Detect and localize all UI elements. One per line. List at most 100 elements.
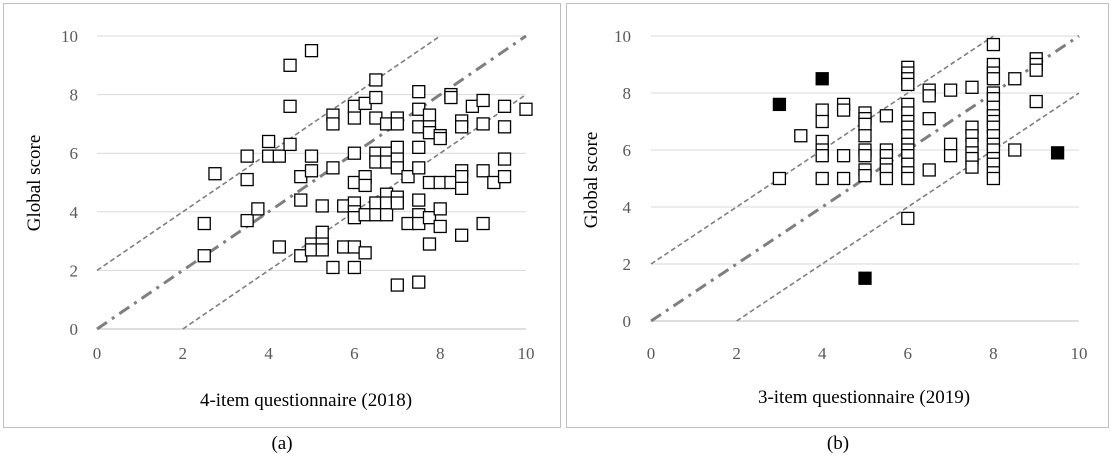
data-point [943, 149, 958, 163]
data-point [390, 117, 404, 131]
data-point [454, 228, 469, 242]
y-tick-label: 0 [70, 320, 79, 339]
x-tick-label: 8 [989, 344, 998, 363]
data-point [197, 249, 211, 263]
data-point [315, 243, 329, 257]
data-point [261, 134, 276, 149]
y-axis-title: Global score [24, 135, 45, 232]
data-point [444, 90, 458, 105]
data-point [433, 131, 447, 146]
data-point [390, 140, 404, 154]
data-point [1029, 94, 1043, 109]
data-point [315, 199, 329, 213]
data-point [294, 193, 308, 207]
y-tick-label: 4 [70, 203, 79, 222]
data-point [304, 164, 319, 178]
y-tick-label: 8 [623, 84, 632, 103]
data-point [454, 120, 469, 134]
data-point [476, 164, 490, 178]
data-point [986, 37, 1001, 52]
limit-line [650, 35, 994, 265]
data-point [433, 202, 447, 216]
limit-line [96, 35, 441, 272]
data-point [836, 149, 851, 163]
data-point [476, 216, 490, 231]
x-axis-title: 3-item questionnaire (2019) [758, 387, 970, 408]
data-point [412, 275, 426, 289]
data-point [240, 149, 254, 163]
data-point-filled [858, 271, 872, 285]
y-tick-label: 2 [623, 255, 632, 274]
data-point [304, 149, 319, 163]
data-point [836, 103, 851, 117]
data-point [965, 160, 979, 174]
x-tick-label: 10 [518, 344, 535, 363]
data-point [272, 149, 286, 163]
y-axis-title: Global score [581, 132, 602, 229]
y-tick-label: 6 [623, 141, 632, 160]
data-point [497, 169, 512, 184]
data-point [986, 171, 1001, 186]
data-point [422, 108, 437, 122]
data-point [836, 171, 851, 186]
data-point [390, 196, 404, 210]
data-point [1029, 63, 1043, 77]
data-point [422, 237, 437, 251]
data-point [347, 260, 362, 275]
data-point [497, 120, 512, 134]
data-point [326, 161, 340, 175]
data-point [1008, 72, 1022, 86]
data-point [772, 171, 787, 186]
data-point [240, 213, 254, 228]
limit-line [736, 92, 1080, 322]
data-point [347, 146, 362, 160]
data-point [454, 181, 469, 196]
data-point [815, 114, 829, 129]
y-tick-label: 10 [614, 27, 631, 46]
data-point [497, 99, 512, 113]
data-point [815, 171, 829, 186]
data-point [965, 80, 979, 94]
panel-caption: (b) [827, 433, 849, 454]
data-point [326, 260, 340, 275]
data-point [272, 240, 286, 254]
data-point [390, 278, 404, 292]
y-tick-label: 0 [623, 312, 632, 331]
data-point [476, 93, 490, 108]
y-tick-label: 10 [61, 27, 78, 46]
data-point [815, 149, 829, 163]
data-point [794, 129, 808, 143]
data-point [390, 161, 404, 175]
x-tick-label: 6 [904, 344, 913, 363]
data-point [412, 140, 426, 154]
data-point-filled [772, 97, 787, 112]
data-point [858, 149, 872, 163]
data-point [476, 117, 490, 131]
identity-line [650, 34, 1080, 323]
data-point [922, 89, 936, 103]
data-point-filled [1050, 146, 1065, 160]
data-point [1008, 143, 1022, 157]
data-point [922, 112, 936, 126]
y-tick-label: 4 [623, 198, 632, 217]
x-tick-label: 6 [350, 344, 359, 363]
data-point [412, 193, 426, 207]
x-tick-label: 10 [1071, 344, 1088, 363]
data-point [943, 83, 958, 97]
x-tick-label: 0 [647, 344, 656, 363]
data-point [315, 225, 329, 239]
data-point [283, 99, 297, 113]
data-point [369, 73, 383, 87]
data-point [412, 85, 426, 99]
data-point [326, 117, 340, 131]
data-point [283, 58, 297, 72]
data-point [497, 152, 512, 166]
data-point [208, 167, 222, 181]
data-point [197, 216, 211, 231]
x-tick-label: 2 [179, 344, 188, 363]
data-point [422, 211, 437, 225]
data-point [879, 171, 894, 186]
data-point [879, 109, 894, 123]
data-point [412, 161, 426, 175]
x-tick-label: 2 [732, 344, 741, 363]
